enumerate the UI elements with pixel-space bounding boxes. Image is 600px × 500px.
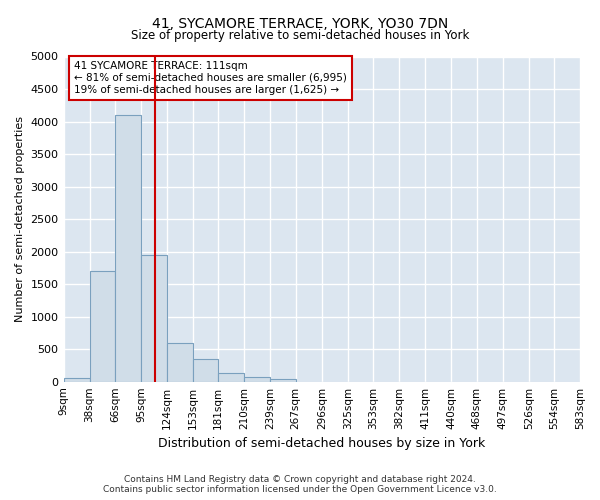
Bar <box>271 380 296 382</box>
Bar <box>64 378 89 382</box>
Text: Contains HM Land Registry data © Crown copyright and database right 2024.
Contai: Contains HM Land Registry data © Crown c… <box>103 474 497 494</box>
Bar <box>89 271 115 382</box>
Text: 41 SYCAMORE TERRACE: 111sqm
← 81% of semi-detached houses are smaller (6,995)
19: 41 SYCAMORE TERRACE: 111sqm ← 81% of sem… <box>74 62 347 94</box>
Bar <box>167 342 193 382</box>
Text: Size of property relative to semi-detached houses in York: Size of property relative to semi-detach… <box>131 29 469 42</box>
X-axis label: Distribution of semi-detached houses by size in York: Distribution of semi-detached houses by … <box>158 437 485 450</box>
Bar <box>115 115 141 382</box>
Bar <box>244 377 271 382</box>
Bar <box>193 359 218 382</box>
Bar <box>141 255 167 382</box>
Bar <box>218 373 244 382</box>
Y-axis label: Number of semi-detached properties: Number of semi-detached properties <box>15 116 25 322</box>
Text: 41, SYCAMORE TERRACE, YORK, YO30 7DN: 41, SYCAMORE TERRACE, YORK, YO30 7DN <box>152 18 448 32</box>
